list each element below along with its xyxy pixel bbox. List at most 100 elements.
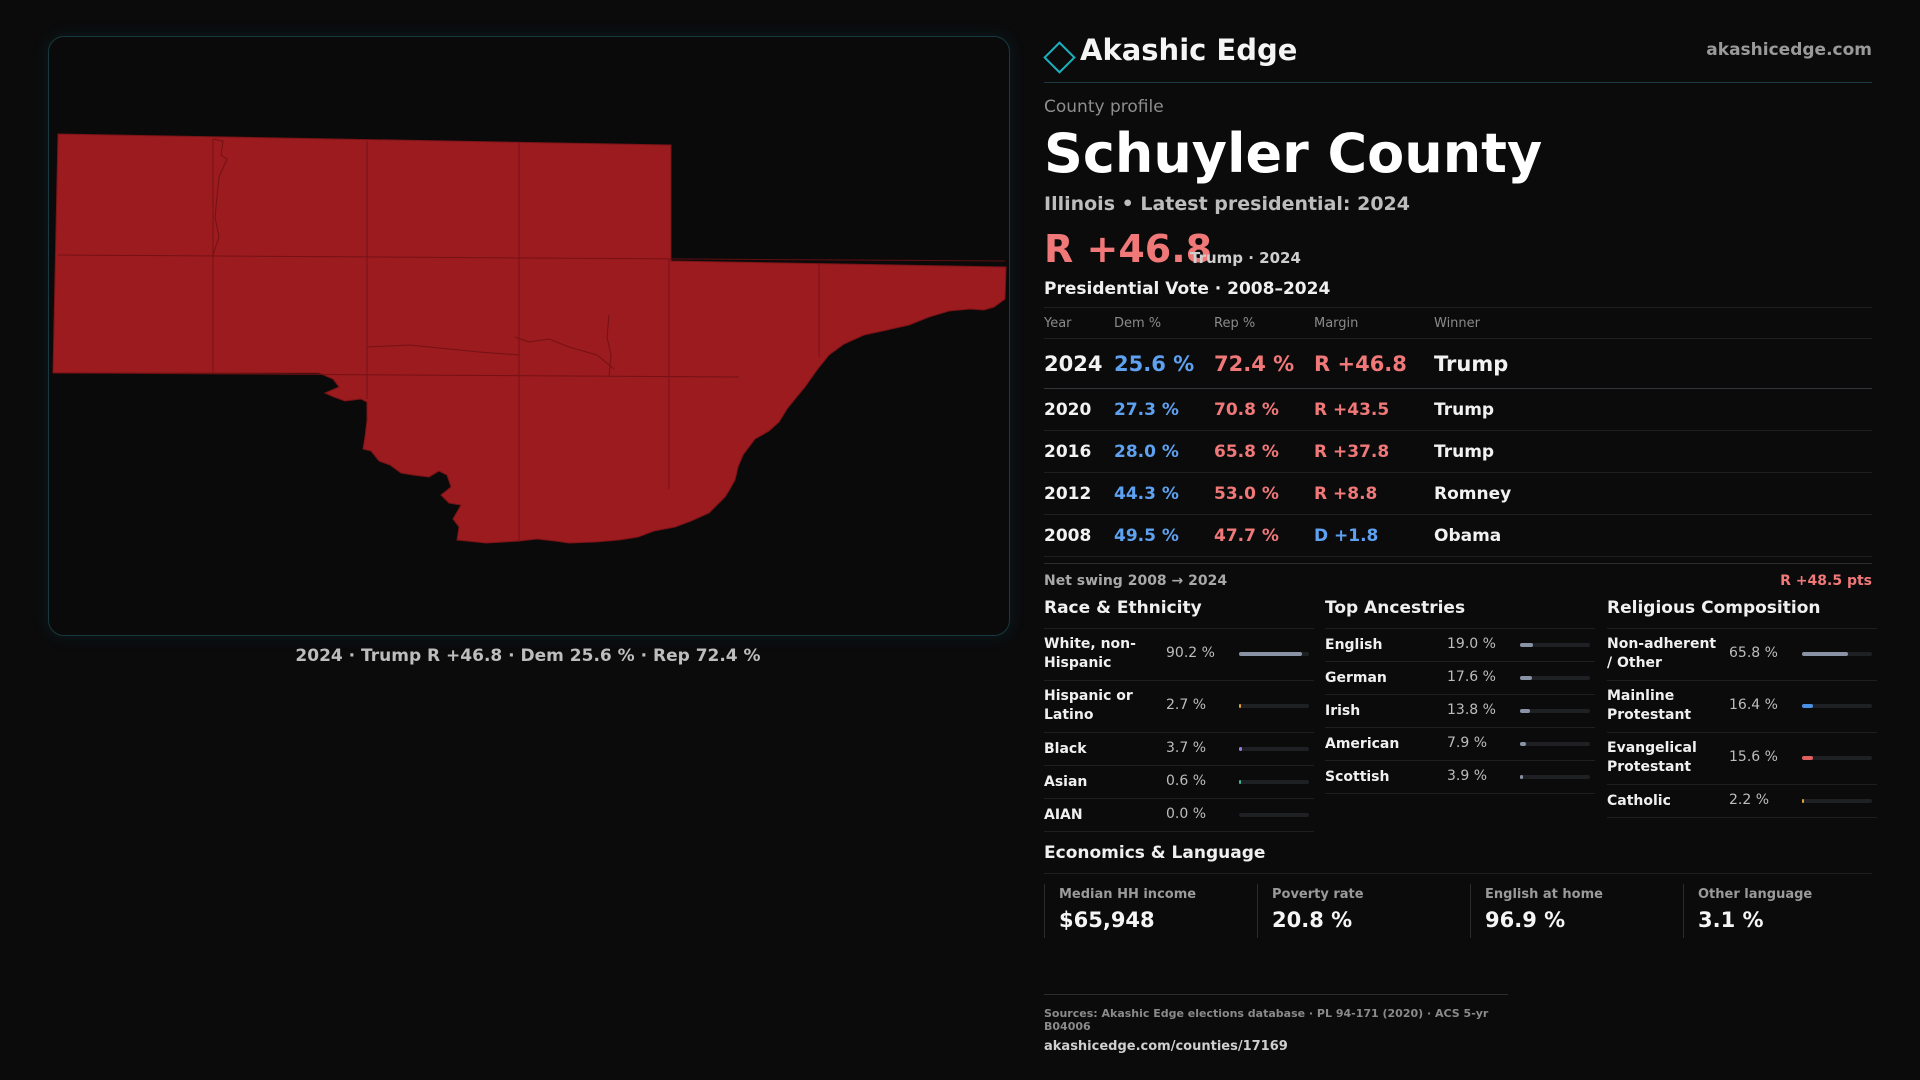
list-item: Mainline Protestant 16.4 % <box>1607 681 1877 733</box>
religion-label: Evangelical Protestant <box>1607 739 1725 777</box>
brand-url-link[interactable]: akashicedge.com <box>1706 40 1872 60</box>
list-item: American 7.9 % <box>1325 728 1595 761</box>
table-row: 2020 27.3 % 70.8 % R +43.5 Trump <box>1044 389 1872 431</box>
diamond-logo-icon <box>1043 41 1076 74</box>
religion-bar-fill <box>1802 652 1848 656</box>
econ-label: Other language <box>1698 887 1888 902</box>
row-dem: 44.3 % <box>1114 473 1214 515</box>
list-item: AIAN 0.0 % <box>1044 799 1314 832</box>
ancestry-bar-fill <box>1520 709 1530 713</box>
sources-text: Sources: Akashic Edge elections database… <box>1044 1007 1508 1033</box>
religion-bar <box>1802 756 1872 760</box>
ancestry-bar <box>1520 676 1590 680</box>
row-margin: R +43.5 <box>1314 389 1434 431</box>
econ-poverty-rate: Poverty rate 20.8 % <box>1257 884 1462 938</box>
list-item: Black 3.7 % <box>1044 733 1314 766</box>
county-subtitle: Illinois • Latest presidential: 2024 <box>1044 193 1872 215</box>
row-year: 2024 <box>1044 339 1114 389</box>
religion-pct: 2.2 % <box>1729 792 1769 808</box>
col-dem: Dem % <box>1114 308 1214 339</box>
row-margin: R +46.8 <box>1314 339 1434 389</box>
religion-title: Religious Composition <box>1607 598 1877 629</box>
econ-value: 96.9 % <box>1485 908 1675 932</box>
row-dem: 27.3 % <box>1114 389 1214 431</box>
ancestry-pct: 17.6 % <box>1447 669 1496 685</box>
footer: Sources: Akashic Edge elections database… <box>1044 994 1508 1054</box>
map-caption: 2024 · Trump R +46.8 · Dem 25.6 % · Rep … <box>48 646 1008 666</box>
race-bar <box>1239 813 1309 817</box>
table-row: 2012 44.3 % 53.0 % R +8.8 Romney <box>1044 473 1872 515</box>
race-label: Black <box>1044 740 1162 759</box>
list-item: Catholic 2.2 % <box>1607 785 1877 818</box>
row-margin: R +37.8 <box>1314 431 1434 473</box>
econ-other-language: Other language 3.1 % <box>1683 884 1888 938</box>
row-winner: Trump <box>1434 339 1872 389</box>
row-year: 2016 <box>1044 431 1114 473</box>
religion-label: Non-adherent / Other <box>1607 635 1725 673</box>
ancestry-label: American <box>1325 735 1443 754</box>
race-section: Race & Ethnicity White, non-Hispanic 90.… <box>1044 598 1314 832</box>
list-item: German 17.6 % <box>1325 662 1595 695</box>
row-winner: Trump <box>1434 389 1872 431</box>
row-rep: 65.8 % <box>1214 431 1314 473</box>
ancestry-bar-fill <box>1520 775 1523 779</box>
county-shape[interactable] <box>53 134 1006 543</box>
race-bar-fill <box>1239 704 1241 708</box>
ancestry-label: English <box>1325 636 1443 655</box>
ancestry-title: Top Ancestries <box>1325 598 1595 629</box>
race-label: Asian <box>1044 773 1162 792</box>
row-dem: 25.6 % <box>1114 339 1214 389</box>
col-winner: Winner <box>1434 308 1872 339</box>
ancestry-bar <box>1520 643 1590 647</box>
religion-bar-fill <box>1802 756 1813 760</box>
headline-result: R +46.8 Trump · 2024 <box>1044 227 1872 273</box>
net-swing-value: R +48.5 pts <box>1780 573 1872 589</box>
economics-grid: Median HH income $65,948 Poverty rate 20… <box>1044 884 1872 954</box>
row-rep: 53.0 % <box>1214 473 1314 515</box>
econ-value: 3.1 % <box>1698 908 1888 932</box>
race-bar <box>1239 652 1309 656</box>
ancestry-pct: 3.9 % <box>1447 768 1487 784</box>
race-pct: 0.0 % <box>1166 806 1206 822</box>
ancestry-bar <box>1520 709 1590 713</box>
religion-label: Catholic <box>1607 792 1725 811</box>
row-winner: Obama <box>1434 515 1872 557</box>
col-margin: Margin <box>1314 308 1434 339</box>
ancestry-section: Top Ancestries English 19.0 % German 17.… <box>1325 598 1595 794</box>
ancestry-bar-fill <box>1520 742 1526 746</box>
race-pct: 90.2 % <box>1166 645 1215 661</box>
table-row: 2008 49.5 % 47.7 % D +1.8 Obama <box>1044 515 1872 557</box>
list-item: Evangelical Protestant 15.6 % <box>1607 733 1877 785</box>
vote-section-title: Presidential Vote · 2008–2024 <box>1044 279 1872 308</box>
ancestry-label: Scottish <box>1325 768 1443 787</box>
ancestry-bar-fill <box>1520 676 1532 680</box>
row-margin: D +1.8 <box>1314 515 1434 557</box>
race-pct: 3.7 % <box>1166 740 1206 756</box>
col-year: Year <box>1044 308 1114 339</box>
religion-bar <box>1802 799 1872 803</box>
econ-label: Poverty rate <box>1272 887 1462 902</box>
permalink-link[interactable]: akashicedge.com/counties/17169 <box>1044 1039 1508 1054</box>
religion-bar-fill <box>1802 704 1813 708</box>
ancestry-label: German <box>1325 669 1443 688</box>
race-label: AIAN <box>1044 806 1162 825</box>
row-margin: R +8.8 <box>1314 473 1434 515</box>
demographics: Race & Ethnicity White, non-Hispanic 90.… <box>1044 598 1872 844</box>
ancestry-pct: 13.8 % <box>1447 702 1496 718</box>
row-rep: 72.4 % <box>1214 339 1314 389</box>
list-item: Asian 0.6 % <box>1044 766 1314 799</box>
race-pct: 0.6 % <box>1166 773 1206 789</box>
race-pct: 2.7 % <box>1166 697 1206 713</box>
vote-table-header: Year Dem % Rep % Margin Winner <box>1044 308 1872 339</box>
brand-name[interactable]: Akashic Edge <box>1080 33 1297 67</box>
religion-bar <box>1802 704 1872 708</box>
row-dem: 49.5 % <box>1114 515 1214 557</box>
race-bar <box>1239 747 1309 751</box>
econ-value: $65,948 <box>1059 908 1249 932</box>
econ-english-home: English at home 96.9 % <box>1470 884 1675 938</box>
row-rep: 47.7 % <box>1214 515 1314 557</box>
religion-bar <box>1802 652 1872 656</box>
vote-table: Year Dem % Rep % Margin Winner 2024 25.6… <box>1044 308 1872 557</box>
county-map[interactable] <box>48 36 1010 636</box>
table-row: 2024 25.6 % 72.4 % R +46.8 Trump <box>1044 339 1872 389</box>
